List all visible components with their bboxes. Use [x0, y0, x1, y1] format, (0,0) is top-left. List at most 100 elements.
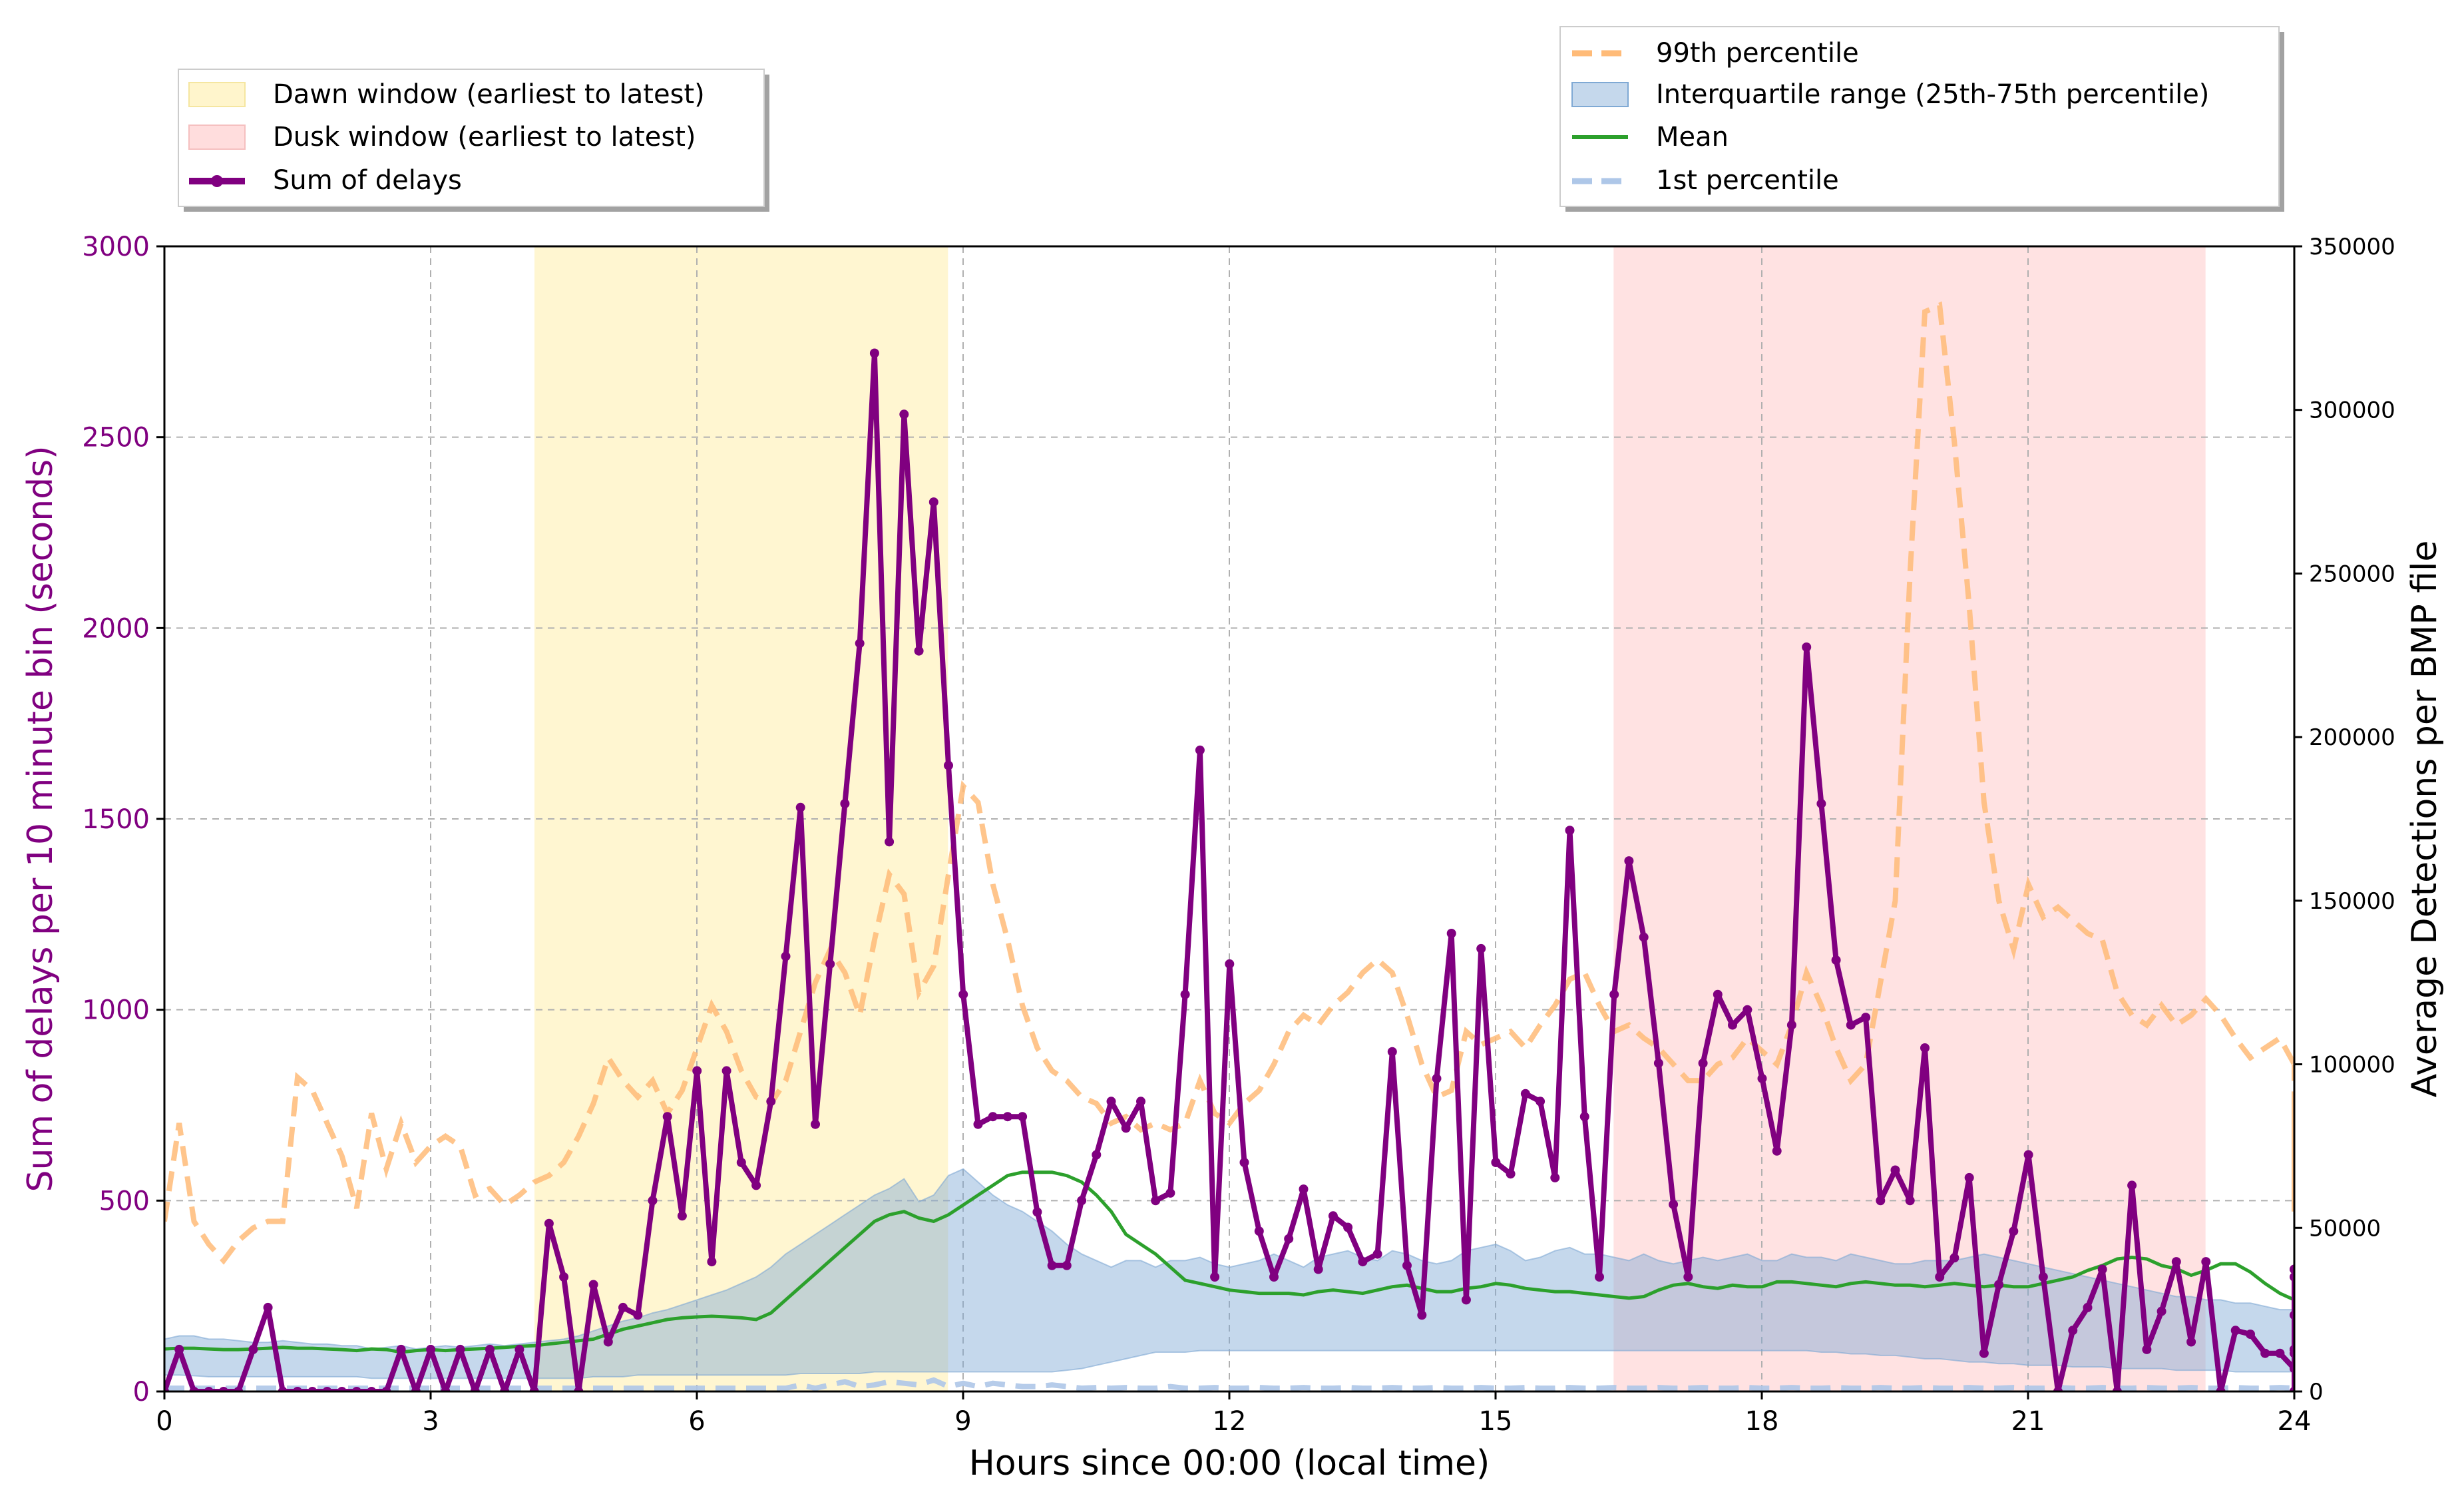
sum-point — [1743, 1005, 1752, 1015]
sum-point — [588, 1280, 598, 1290]
p99-line — [164, 301, 2294, 1265]
sum-point — [2290, 1272, 2294, 1282]
left-tick-label: 2000 — [82, 613, 150, 644]
legend-mean-label: Mean — [1656, 122, 1729, 152]
x-tick-label: 15 — [1479, 1406, 1513, 1437]
sum-point — [1062, 1260, 1072, 1270]
sum-point — [322, 1387, 332, 1391]
sum-point — [1905, 1196, 1915, 1206]
sum-point — [1180, 989, 1190, 999]
sum-point — [234, 1387, 244, 1391]
sum-point — [928, 497, 938, 507]
x-tick-label: 12 — [1213, 1406, 1247, 1437]
sum-point — [840, 799, 850, 809]
sum-point — [164, 1387, 169, 1391]
sum-point — [1979, 1348, 1989, 1358]
sum-point — [441, 1387, 451, 1391]
sum-point — [2290, 1264, 2294, 1274]
sum-point — [2156, 1306, 2166, 1316]
sum-point — [677, 1211, 687, 1221]
sum-point — [1092, 1150, 1102, 1160]
sum-point — [707, 1257, 717, 1267]
sum-point — [1595, 1272, 1604, 1282]
sum-point — [1254, 1226, 1264, 1236]
sum-point — [1461, 1295, 1471, 1305]
x-tick-label: 0 — [156, 1406, 172, 1437]
sum-point — [914, 646, 924, 656]
sum-point — [662, 1112, 672, 1122]
sum-point — [958, 989, 968, 999]
sum-point — [2171, 1257, 2181, 1267]
sum-point — [574, 1387, 584, 1391]
sum-point — [973, 1119, 983, 1129]
sum-point — [1225, 959, 1235, 969]
x-tick-label: 21 — [2011, 1406, 2045, 1437]
sum-point — [1358, 1257, 1368, 1267]
sum-point — [1950, 1253, 1959, 1263]
sum-point — [1313, 1264, 1323, 1274]
sum-point — [1757, 1073, 1767, 1083]
sum-point — [1876, 1196, 1886, 1206]
right-axis-ticks: 0 50000 100000 150000 200000 250000 300000 3500… — [2294, 234, 2395, 1405]
x-axis-title: Hours since 00:00 (local time) — [969, 1443, 1490, 1483]
sum-point — [944, 760, 953, 770]
sum-point — [885, 837, 895, 847]
legend-dusk-swatch — [188, 124, 246, 150]
right-tick-label: 50000 — [2309, 1215, 2381, 1242]
sum-point — [2246, 1330, 2255, 1339]
sum-point — [1713, 989, 1723, 999]
p1-line — [164, 1377, 2294, 1391]
x-tick-label: 9 — [954, 1406, 971, 1437]
sum-point — [1683, 1272, 1693, 1282]
right-tick-label: 250000 — [2309, 561, 2395, 587]
legend-iqr-swatch — [1571, 82, 1629, 107]
sum-point — [1476, 943, 1486, 953]
sum-point — [2053, 1387, 2063, 1391]
right-tick-label: 150000 — [2309, 888, 2395, 915]
sum-point — [514, 1344, 524, 1354]
sum-point — [2260, 1348, 2270, 1358]
sum-point — [633, 1310, 643, 1320]
left-tick-label: 1500 — [82, 804, 150, 835]
sum-point — [1579, 1112, 1589, 1122]
sum-point — [470, 1387, 480, 1391]
x-tick-label: 24 — [2278, 1406, 2312, 1437]
sum-point — [1846, 1020, 1856, 1030]
sum-point — [1550, 1172, 1560, 1182]
sum-point — [2068, 1326, 2078, 1336]
sum-point — [618, 1302, 628, 1312]
sum-point — [1121, 1123, 1131, 1133]
sum-point — [2290, 1387, 2294, 1391]
sum-point — [367, 1387, 377, 1391]
sum-point — [1018, 1112, 1028, 1122]
sum-point — [781, 951, 791, 961]
sum-point — [1299, 1184, 1309, 1194]
sum-point — [174, 1344, 184, 1354]
sum-point — [2290, 1344, 2294, 1354]
sum-point — [381, 1387, 391, 1391]
sum-point — [2290, 1364, 2294, 1373]
sum-point — [455, 1344, 465, 1354]
sum-point — [855, 638, 865, 648]
sum-point — [1624, 856, 1634, 866]
sum-point — [337, 1387, 347, 1391]
sum-point — [1106, 1097, 1116, 1107]
sum-point — [1861, 1013, 1871, 1023]
sum-point — [1565, 826, 1575, 836]
sum-point — [1506, 1169, 1516, 1179]
sum-point — [544, 1218, 554, 1228]
sum-point — [1890, 1165, 1900, 1175]
sum-point — [278, 1387, 288, 1391]
sum-point — [411, 1387, 421, 1391]
sum-point — [648, 1196, 658, 1206]
sum-point — [1372, 1249, 1382, 1259]
sum-point — [1920, 1043, 1930, 1053]
sum-point — [1639, 932, 1649, 942]
x-tick-label: 18 — [1745, 1406, 1779, 1437]
sum-point — [1151, 1196, 1161, 1206]
x-axis-ticks: 0 3 6 9 12 15 18 21 24 — [156, 1391, 2311, 1437]
sum-point — [1491, 1158, 1501, 1167]
sum-point — [766, 1097, 776, 1107]
sum-point — [485, 1344, 495, 1354]
